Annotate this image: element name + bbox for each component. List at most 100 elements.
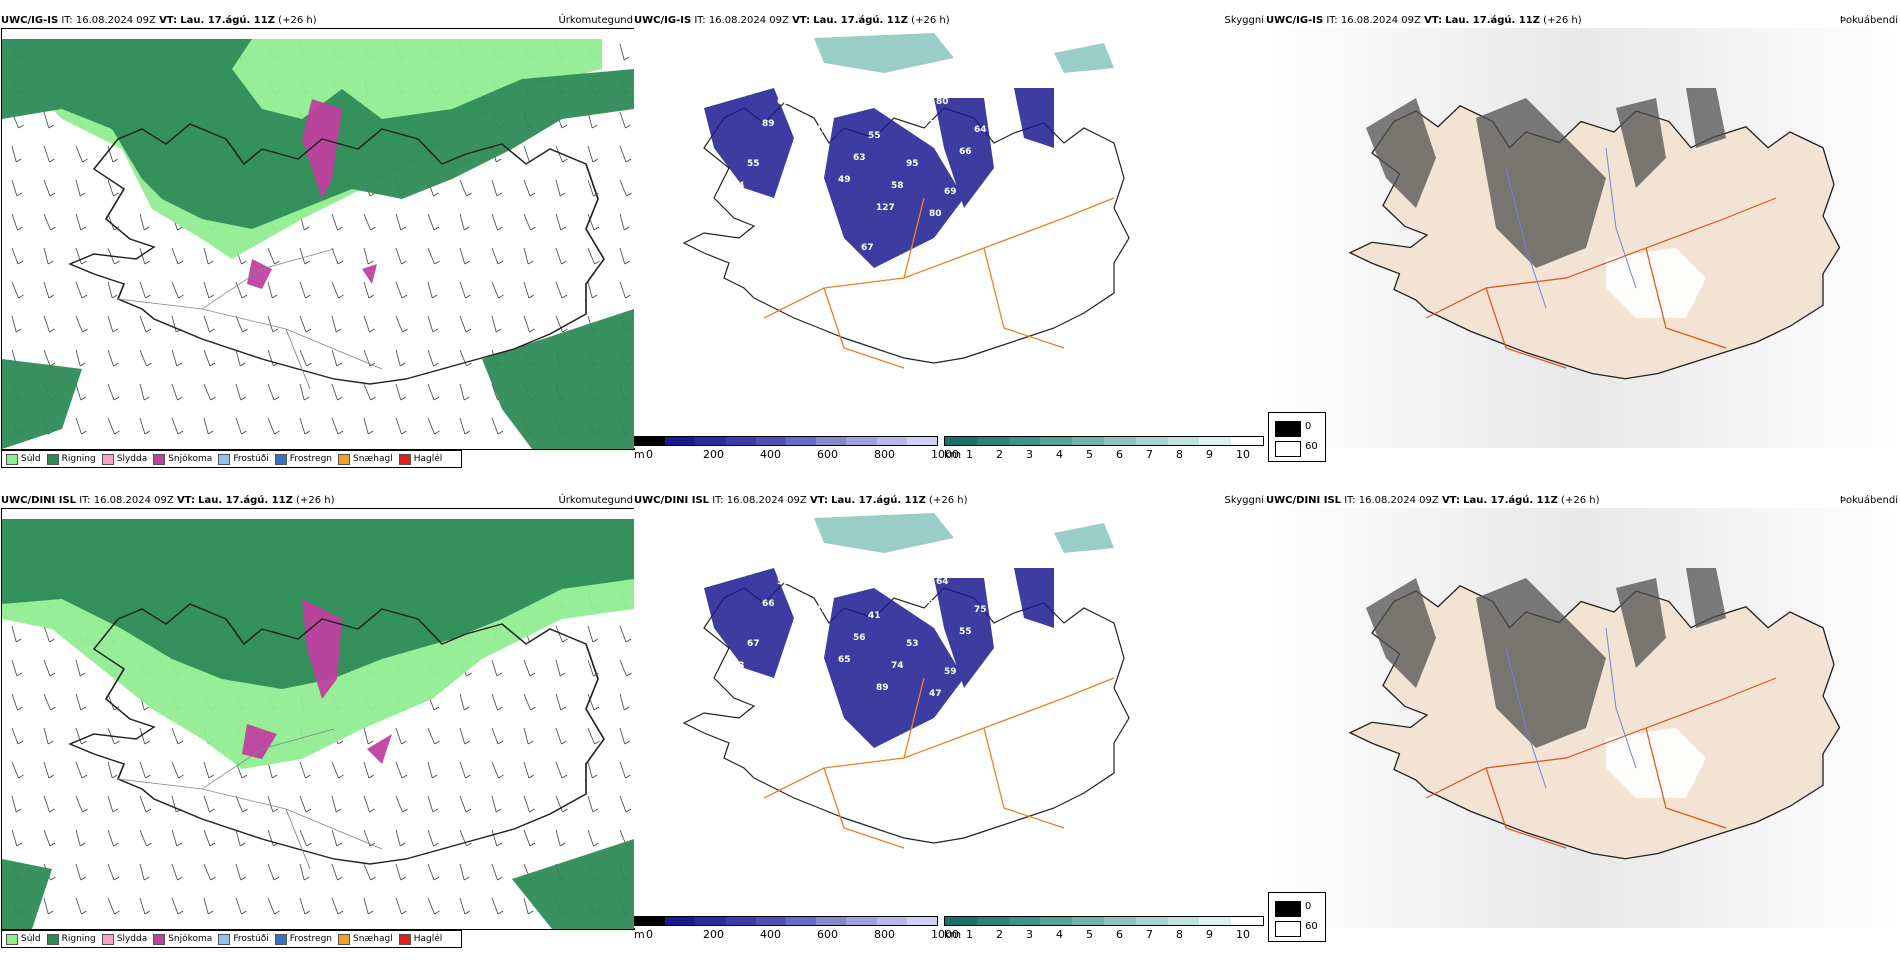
cloudbase-value-label: 43	[800, 147, 813, 157]
cloudbase-value-label: 59	[944, 667, 957, 677]
cloudbase-colorbar-gradient	[634, 916, 938, 926]
vt-label: VT:	[792, 15, 811, 26]
visibility-unit: km	[944, 448, 962, 461]
it-label: IT:	[1344, 495, 1356, 506]
iceland-land	[1348, 584, 1841, 860]
cloudbase-tick-label: 1000	[931, 928, 959, 941]
precip-area	[2, 359, 82, 449]
it-label: IT:	[1326, 15, 1338, 26]
cloudbase-value-label: 67	[861, 243, 874, 253]
legend-label: Snjókoma	[168, 934, 213, 944]
model-name: UWC/DINI ISL	[634, 495, 710, 506]
offset: (+26 h)	[1561, 495, 1600, 506]
cloudbase-visibility-map: 81 65 51 64 80 40 89 75 55 82 64 55 43 63 95 66 54 57 49 58…	[634, 28, 1264, 448]
fog-label: 60	[1305, 441, 1318, 452]
legend-swatch	[153, 453, 166, 465]
fog-scale-legend: 0 60	[1268, 412, 1326, 462]
fog-swatch-white	[1275, 921, 1301, 937]
river-network	[1505, 147, 1637, 309]
cloudbase-value-label: 64	[830, 583, 843, 593]
visibility-tick-label: 10	[1236, 928, 1250, 941]
cloud-map-canvas: 81 65 51 64 80 40 89 75 55 82 64 55 43 63 95 66 54 57 49 58…	[682, 33, 1130, 369]
fog-clear-area	[1606, 728, 1706, 798]
fog-swatch-black	[1275, 421, 1301, 437]
precip-area	[247, 259, 272, 289]
legend-swatch	[338, 453, 351, 465]
cloudbase-value-label: 80	[936, 97, 949, 107]
cloudbase-value-label: 41	[868, 611, 881, 621]
fog-index-area	[1366, 568, 1726, 748]
cloudbase-value-label: 49	[838, 175, 851, 185]
visibility-tick-label: 8	[1176, 448, 1183, 461]
cloudbase-value-label: 89	[876, 683, 889, 693]
fog-header: UWC/DINI ISL IT: 16.08.2024 09Z VT: Lau.…	[1266, 494, 1898, 508]
offset: (+26 h)	[1543, 15, 1582, 26]
legend-item: Haglél	[398, 453, 442, 465]
cloudbase-value-label: 66	[959, 147, 972, 157]
model-name: UWC/IG-IS	[634, 15, 692, 26]
precip-area	[2, 859, 52, 929]
legend-label: Frostregn	[289, 454, 333, 464]
vt-value: Lau. 17.ágú. 11Z	[813, 15, 908, 26]
cloudbase-value-label: 63	[732, 661, 745, 671]
cloudbase-value-label: 70	[883, 571, 896, 581]
legend-label: Súld	[21, 454, 41, 464]
fog-header: UWC/IG-IS IT: 16.08.2024 09Z VT: Lau. 17…	[1266, 14, 1898, 28]
visibility-colorbar: km 1 2 3 4 5 6 7 8 9 10	[944, 916, 1264, 952]
legend-item: Slydda	[101, 933, 147, 945]
precip-area	[2, 519, 634, 689]
cloudbase-value-label: 58	[891, 181, 904, 191]
cloudbase-tick-label: 800	[874, 928, 895, 941]
legend-label: Snæhagl	[353, 454, 393, 464]
cloudbase-value-label: 95	[906, 159, 919, 169]
legend-item: Slydda	[101, 453, 147, 465]
cloudbase-unit: m	[634, 448, 645, 461]
model-name: UWC/DINI ISL	[1266, 495, 1342, 506]
visibility-tick-label: 1	[966, 448, 973, 461]
it-label: IT:	[694, 15, 706, 26]
fog-label: 0	[1305, 421, 1312, 432]
cloudbase-value-label: 75	[974, 605, 987, 615]
field-name: Úrkomutegund	[558, 495, 633, 506]
vt-label: VT:	[1441, 495, 1460, 506]
cloudbase-value-label: 65	[777, 97, 790, 107]
fog-scale-legend: 0 60	[1268, 892, 1326, 942]
cloudbase-colorbar: m 0 200 400 600 800 1000	[634, 436, 959, 472]
iceland-land	[1348, 104, 1841, 380]
visibility-tick-label: 7	[1146, 448, 1153, 461]
precipitation-type-map	[1, 508, 635, 930]
legend-swatch	[153, 933, 166, 945]
it-label: IT:	[79, 495, 91, 506]
legend-item: Frostúði	[218, 933, 269, 945]
legend-label: Rigning	[61, 454, 96, 464]
visibility-tick-label: 1	[966, 928, 973, 941]
visibility-tick-label: 5	[1086, 448, 1093, 461]
visibility-tick-label: 3	[1026, 448, 1033, 461]
legend-label: Súld	[21, 934, 41, 944]
cloudbase-value-label: 66	[762, 599, 775, 609]
visibility-area	[814, 513, 1114, 553]
it-value: 16.08.2024 09Z	[93, 495, 174, 506]
vt-label: VT:	[176, 495, 195, 506]
field-name: Þokuábendi	[1839, 495, 1898, 506]
field-name: Skyggni	[1224, 15, 1264, 26]
legend-item: Frostregn	[274, 453, 333, 465]
cloudbase-value-label: 74	[891, 661, 904, 671]
visibility-tick-label: 5	[1086, 928, 1093, 941]
cloudbase-colorbar: m 0 200 400 600 800 1000	[634, 916, 959, 952]
legend-item: Súld	[6, 453, 41, 465]
fog-index-map	[1266, 28, 1898, 448]
legend-label: Frostúði	[233, 454, 269, 464]
visibility-unit: km	[944, 928, 962, 941]
it-label: IT:	[712, 495, 724, 506]
model-name: UWC/IG-IS	[1266, 15, 1324, 26]
vt-label: VT:	[809, 495, 828, 506]
cloudbase-value-label: 94	[755, 231, 768, 241]
cloudbase-value-label: 65	[838, 655, 851, 665]
cloudbase-tick-label: 0	[646, 448, 653, 461]
visibility-tick-label: 4	[1056, 928, 1063, 941]
it-label: IT:	[61, 15, 73, 26]
iceland-coastline	[68, 603, 605, 865]
fog-label: 0	[1305, 901, 1312, 912]
cloudbase-value-label: 64	[936, 577, 949, 587]
